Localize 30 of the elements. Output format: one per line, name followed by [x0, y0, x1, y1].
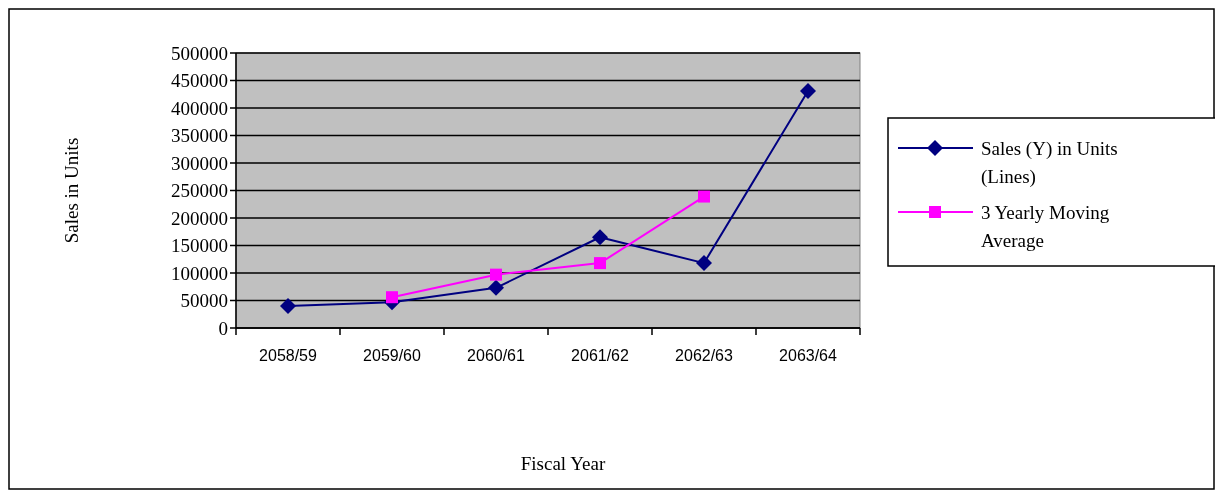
point: [490, 268, 502, 281]
y-tick-label: 200000: [171, 207, 228, 229]
x-tick-label: 2063/64: [779, 347, 838, 364]
point: [594, 257, 606, 270]
x-tick-label: 2061/62: [571, 347, 630, 364]
y-tick-label: 100000: [171, 262, 228, 284]
point: [696, 255, 712, 272]
legend-label: Sales (Y) in Units (Lines): [981, 137, 1118, 188]
y-tick-label: 300000: [171, 152, 228, 174]
point: [280, 298, 296, 314]
legend-label: 3 Yearly Moving Average: [981, 201, 1110, 251]
y-tick-label: 350000: [171, 125, 228, 147]
x-tick-label: 2058/59: [259, 347, 318, 364]
x-tick-label: 2059/60: [363, 347, 422, 364]
point: [698, 190, 710, 203]
y-tick-label: 50000: [180, 290, 228, 312]
y-tick-label: 0: [218, 317, 228, 339]
y-tick-label: 400000: [171, 97, 228, 119]
point: [488, 279, 504, 296]
y-tick-label: 150000: [171, 235, 228, 257]
point: [592, 229, 608, 246]
x-axis-title: Fiscal Year: [520, 453, 606, 474]
y-axis-title: Sales in Units: [61, 137, 82, 244]
point: [800, 82, 816, 99]
y-tick-label: 500000: [171, 42, 228, 64]
y-tick-label: 450000: [171, 70, 228, 92]
point: [386, 291, 398, 304]
y-tick-label: 250000: [171, 180, 228, 202]
x-tick-label: 2062/63: [675, 347, 734, 364]
x-tick-label: 2060/61: [467, 347, 526, 364]
